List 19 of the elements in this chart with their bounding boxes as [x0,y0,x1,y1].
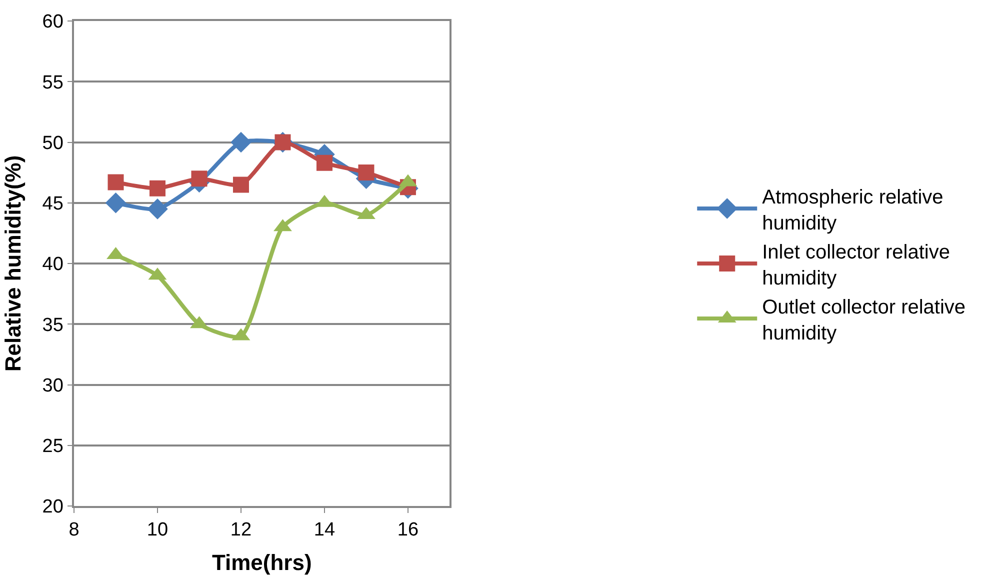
y-tick-label: 45 [42,194,64,215]
x-tick-label: 8 [68,520,80,541]
legend-label: Atmospheric relative humidity [762,186,944,234]
y-tick-label: 40 [42,254,64,276]
y-tick-label: 35 [42,314,64,336]
legend-label: Inlet collector relative humidity [762,241,950,290]
y-axis-title: Relative humidity(%) [0,155,26,372]
x-tick-label: 16 [397,520,419,541]
y-tick-label: 55 [42,72,64,94]
y-tick-label: 60 [42,12,64,33]
y-tick-label: 25 [42,436,64,458]
y-tick-label: 50 [42,132,64,154]
y-tick-label: 30 [42,375,64,396]
x-tick-label: 10 [146,520,168,541]
x-tick-label: 14 [314,520,336,541]
x-axis-title: Time(hrs) [212,550,312,575]
x-tick-label: 12 [230,520,252,541]
legend-label: Outlet collector relative humidity [762,296,966,344]
y-tick-label: 20 [42,496,64,518]
